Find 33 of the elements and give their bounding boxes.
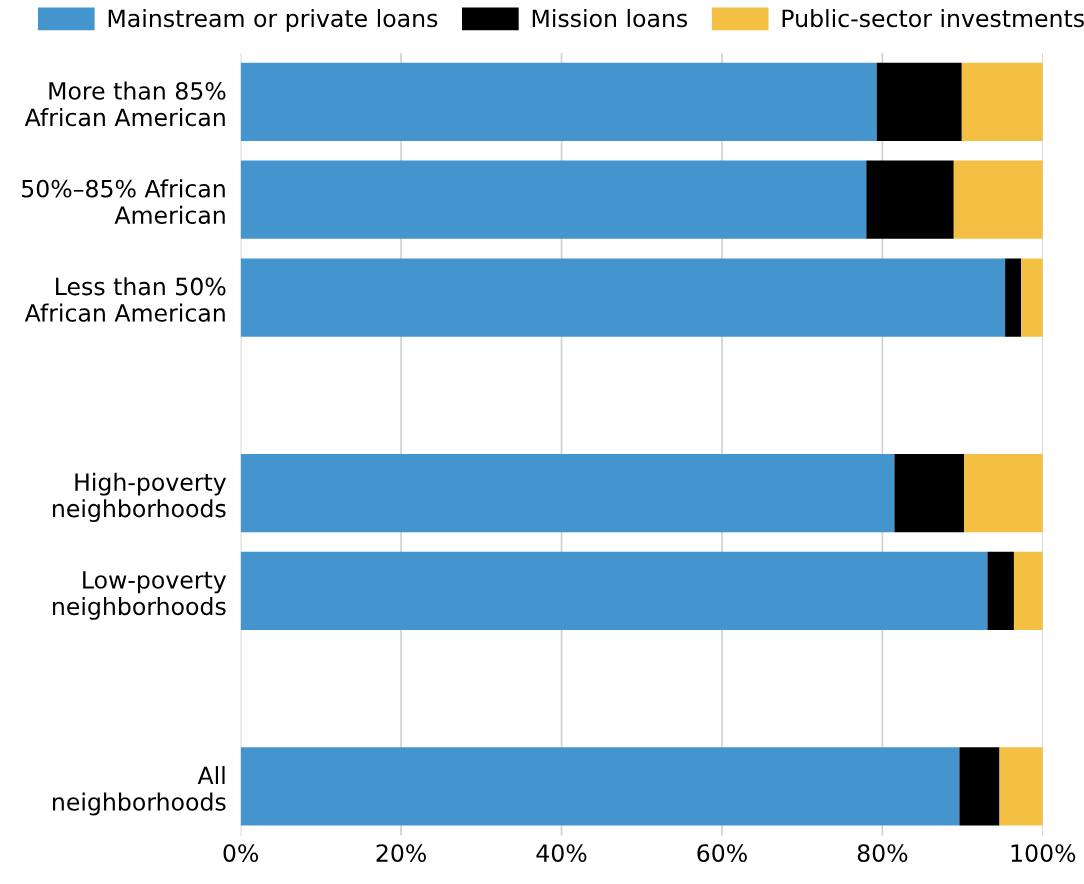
- bar: [876, 62, 962, 142]
- bar: [987, 551, 1014, 631]
- x-tick-label: 0%: [223, 844, 259, 862]
- bar: [961, 62, 1043, 142]
- bar: [240, 160, 867, 239]
- bar: [866, 160, 954, 239]
- bar: [959, 747, 1000, 826]
- x-tick-label: 40%: [536, 844, 587, 862]
- bar: [240, 258, 1006, 337]
- x-tick-label: 80%: [857, 844, 908, 862]
- y-tick-label: Less than 50% African American: [24, 277, 226, 322]
- y-tick-label: Low-poverty neighborhoods: [53, 571, 227, 620]
- bar: [953, 160, 1043, 239]
- bar: [964, 453, 1043, 533]
- bar: [240, 551, 988, 631]
- x-tick-label: 20%: [376, 844, 427, 862]
- bar: [1005, 258, 1022, 337]
- bar: [1021, 258, 1043, 337]
- bar: [999, 747, 1043, 826]
- bar: [1013, 551, 1043, 631]
- legend-label: Mission loans: [532, 8, 688, 28]
- x-tick-label: 100%: [1011, 844, 1076, 862]
- bar: [240, 62, 877, 142]
- y-tick-label: More than 85% African American: [24, 81, 226, 127]
- bar: [894, 453, 965, 533]
- bar: [240, 747, 960, 826]
- y-tick-label: High-poverty neighborhoods: [53, 472, 227, 522]
- x-tick-label: 60%: [697, 844, 747, 862]
- y-tick-label: 50%–85% African American: [22, 179, 225, 225]
- y-tick-label: All neighborhoods: [53, 766, 226, 816]
- legend-label: Public-sector investments: [782, 8, 1084, 28]
- legend-label: Mainstream or private loans: [108, 8, 438, 32]
- bar: [240, 453, 895, 533]
